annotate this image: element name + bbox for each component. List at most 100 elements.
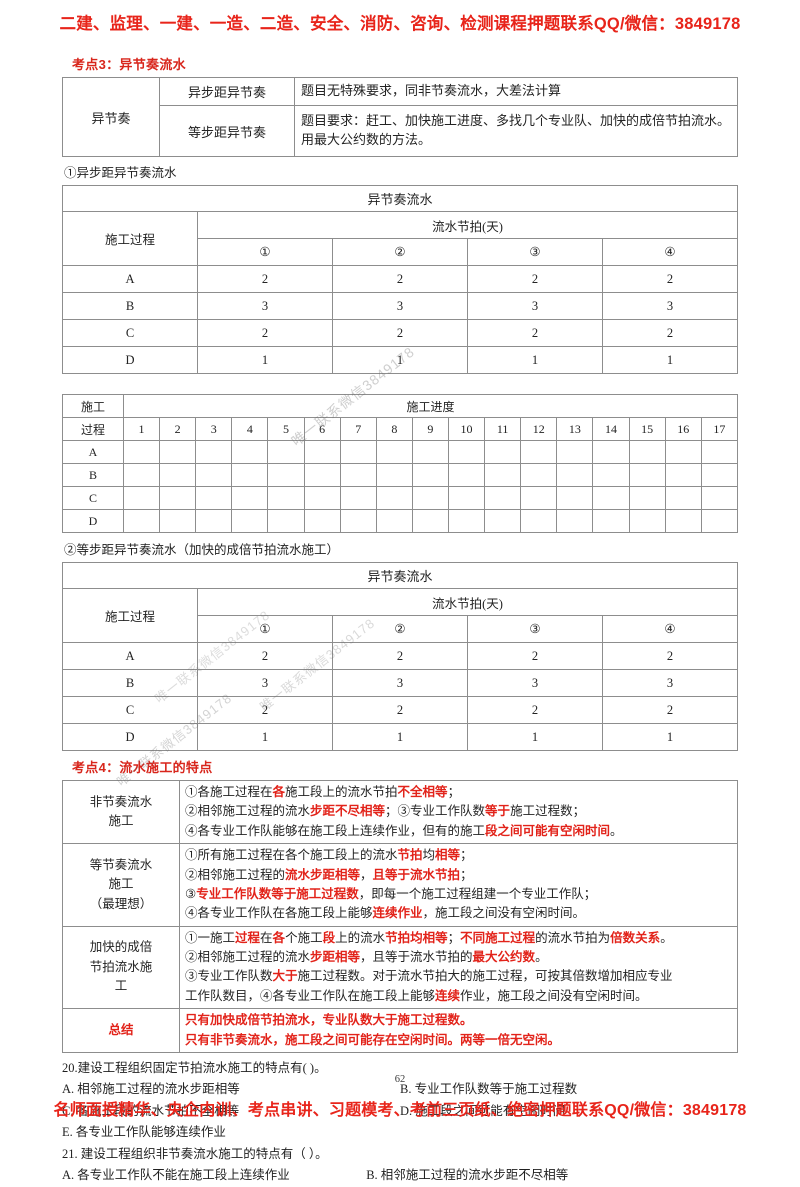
table-row: 异节奏 异步距异节奏 题目无特殊要求，同非节奏流水，大差法计算 [62,77,738,157]
feature-line: 只有加快成倍节拍流水，专业队数大于施工过程数。 [185,1011,734,1030]
highlight-text: 且等于流水节拍 [372,867,461,882]
highlight-text: 专业工作队数等于施工过程数 [196,886,359,901]
plain-text: ，即每一个施工过程组建一个专业工作队； [358,886,597,901]
rhythm-row-name: B [62,669,198,697]
feature-line: ④各专业工作队能够在施工段上连续作业，但有的施工段之间可能有空闲时间。 [185,822,734,841]
question-option[interactable]: B. 相邻施工过程的流水步距不尽相等 [366,1168,569,1183]
schedule-cell [628,440,666,464]
plain-text: ； [447,930,461,945]
schedule-col: 1 [122,417,161,441]
schedule-cell [411,509,449,533]
rhythm-cell: 2 [602,642,738,670]
rhythm-cell: 3 [602,669,738,697]
plain-text: 均 [422,848,436,863]
feature-kind-line: 施工 [108,814,134,829]
schedule-col: 10 [447,417,486,441]
schedule-cell [267,463,305,487]
table-row: 等步距异节奏 题目要求：赶工、加快施工进度、多找几个专业队、加快的成倍节拍流水。… [63,105,738,157]
rhythm-cell: 1 [467,723,603,751]
feature-kind-line: 加快的成倍 [89,940,153,955]
caption-sub-2: ②等步距异节奏流水（加快的成倍节拍流水施工） [64,543,340,557]
rhythm-cell: 2 [467,265,603,293]
question-option[interactable]: A. 相邻施工过程的流水步距相等 [62,1082,240,1097]
rhythm-cell: 1 [602,346,738,374]
schedule-cell [556,509,594,533]
table-row: C 2 2 2 2 [62,319,738,347]
schedule-cell [484,463,522,487]
schedule-cell [303,486,341,510]
question-option-row: A. 各专业工作队不能在施工段上连续作业 B. 相邻施工过程的流水步距不尽相等 [62,1165,738,1187]
schedule-col: 8 [375,417,413,441]
section-heading-kaodian-4: 考点4：流水施工的特点 [72,760,213,775]
highlight-text: 只有非节奏流水，施工段之间可能存在空闲时间。两等一倍无空闲。 [185,1032,561,1047]
schedule-cell [700,463,739,487]
rhythm-table-title: 异节奏流水 [62,562,738,589]
rhythm-cell: 2 [467,642,603,670]
schedule-cell [122,509,161,533]
highlight-text: 过程 [235,930,261,945]
table-row: 等节奏流水 施工 （最理想） ①所有施工过程在各个施工段上的流水节拍均相等； ②相邻施工… [62,843,738,927]
plain-text: ； [460,848,473,863]
schedule-process-header-line2: 过程 [62,417,124,441]
schedule-cell [520,440,558,464]
question-option[interactable]: D. 施工段之间可能有空闲时间 [400,1103,566,1118]
plain-text: 个施工 [285,930,323,945]
definition-desc-1: 题目无特殊要求，同非节奏流水，大差法计算 [294,77,738,106]
schedule-cell [411,486,449,510]
schedule-cell [231,486,269,510]
schedule-grid-table: 施工 施工进度 过程 1 2 3 4 5 6 7 8 9 10 11 12 [62,394,739,533]
schedule-cell [195,440,233,464]
highlight-text: 相等 [435,848,461,863]
schedule-cell [664,509,702,533]
schedule-cell [339,440,377,464]
schedule-row-name: B [62,463,124,487]
plain-text: 施工段上的流水节拍 [285,785,398,799]
page-number: 62 [394,1074,406,1085]
plain-text: 的流水节拍为 [535,930,611,945]
schedule-cell [592,463,630,487]
question-option[interactable]: C. 各施工段的流水节拍不全相等 [62,1103,240,1118]
highlight-text: 不全相等 [397,785,448,799]
schedule-cell [231,440,269,464]
rhythm-beat-header: 流水节拍(天) [197,211,738,239]
highlight-text: 节拍 [397,848,423,863]
table-row: B [62,463,739,487]
schedule-col: 2 [159,417,197,441]
rhythm-cell: 1 [332,346,468,374]
plain-text: 作业，施工段之间没有空闲时间。 [460,988,648,1003]
rhythm-cell: 2 [332,319,468,347]
rhythm-cell: 2 [197,642,333,670]
feature-kind-line: （最理想） [89,896,153,911]
question-option[interactable]: B. 专业工作队数等于施工过程数 [400,1082,578,1097]
highlight-text: 步距相等 [310,950,361,964]
schedule-cell [447,463,486,487]
schedule-col: 17 [700,417,739,441]
schedule-cell [520,463,558,487]
highlight-text: 节拍均相等 [385,930,448,945]
schedule-cell [700,440,739,464]
schedule-cell [556,440,594,464]
schedule-cell [231,509,269,533]
schedule-cell [447,509,486,533]
schedule-cell [303,440,341,464]
schedule-cell [447,486,486,510]
question-stem-1: 21. 建设工程组织非节奏流水施工的特点有（ ）。 [62,1146,328,1161]
highlight-text: 连续作业 [372,906,423,921]
schedule-cell [267,486,305,510]
table-row: 非节奏流水 施工 ①各施工过程在各施工段上的流水节拍不全相等； ②相邻施工过程的流水步… [62,779,738,845]
schedule-cell [447,440,486,464]
rhythm-cell: 2 [467,319,603,347]
plain-text: ，且等于流水节拍的 [360,950,473,964]
question-option[interactable]: A. 各专业工作队不能在施工段上连续作业 [62,1168,290,1183]
rhythm-cell: 2 [602,319,738,347]
footer-promo-banner: 名师面授精华、央企内训、考点串讲、习题模考、考前三页纸、绝密押题联系QQ/微信：… [53,1102,747,1119]
schedule-cell [267,440,305,464]
feature-body-1: ①所有施工过程在各个施工段上的流水节拍均相等； ②相邻施工过程的流水步距相等，且等… [179,843,738,927]
question-option[interactable]: E. 各专业工作队能够连续作业 [62,1125,226,1140]
feature-line: ④各专业工作队在各施工段上能够连续作业，施工段之间没有空闲时间。 [185,904,734,923]
schedule-col: 5 [267,417,305,441]
rhythm-cell: 3 [602,292,738,320]
highlight-text: 各 [272,785,286,799]
schedule-cell [303,509,341,533]
feature-line: 工作队数目，④各专业工作队在施工段上能够连续作业，施工段之间没有空闲时间。 [185,987,734,1006]
